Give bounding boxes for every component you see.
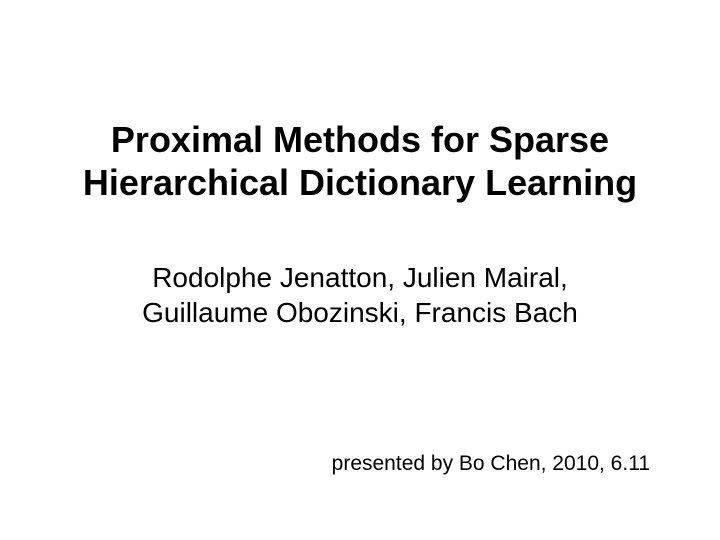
title-slide: Proximal Methods for Sparse Hierarchical… (0, 0, 720, 540)
slide-presenter: presented by Bo Chen, 2010, 6.11 (332, 452, 650, 476)
slide-authors: Rodolphe Jenatton, Julien Mairal, Guilla… (0, 260, 720, 330)
slide-title: Proximal Methods for Sparse Hierarchical… (0, 118, 720, 204)
